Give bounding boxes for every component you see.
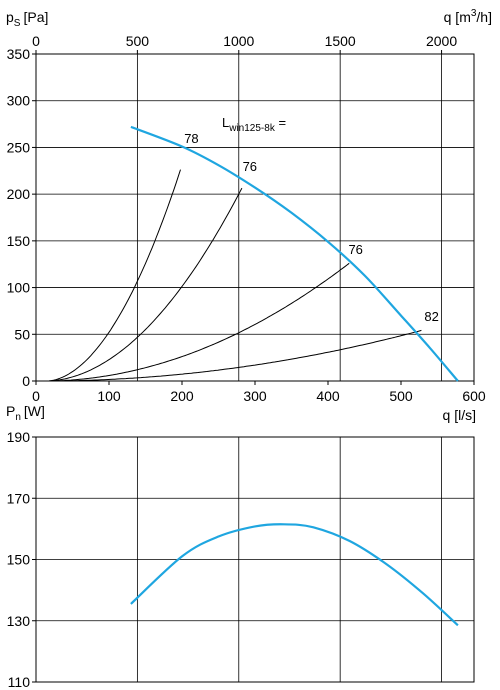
system-curve-1 <box>46 169 181 382</box>
power-grid <box>36 436 474 683</box>
y-tick-label: 150 <box>7 233 31 249</box>
top-tick-label: 1000 <box>223 33 254 49</box>
y-tick-label: 250 <box>7 139 31 155</box>
y-tick-label: 350 <box>7 46 31 62</box>
x-tick-label: 500 <box>389 388 413 404</box>
x-tick-label: 400 <box>316 388 340 404</box>
flow-axis-label: q [l/s] <box>443 407 476 423</box>
x-tick-label: 100 <box>97 388 121 404</box>
sound-level-label-1: 78 <box>184 131 198 146</box>
y-tick-label: 50 <box>14 326 30 342</box>
power-flow-panel: 110 130 150 170 190 Pn [W] <box>6 403 475 690</box>
power-tick-label: 190 <box>7 429 31 445</box>
x-tick-label: 300 <box>243 388 267 404</box>
system-curve-3 <box>47 262 350 382</box>
power-curve <box>130 523 459 627</box>
system-curve-2 <box>47 187 243 382</box>
flow-m3h-ticks: 0 500 1000 1500 2000 <box>32 33 457 54</box>
flow-x-ticks: 0 100 200 300 400 500 600 <box>32 381 486 404</box>
x-tick-label: 200 <box>170 388 194 404</box>
sound-level-legend: Lwin125-8k = <box>222 115 286 134</box>
sound-level-labels: 78 76 76 82 <box>184 131 439 324</box>
fan-pressure-curve <box>130 125 459 382</box>
x-tick-label: 600 <box>462 388 486 404</box>
x-tick-label: 0 <box>32 388 40 404</box>
power-tick-label: 170 <box>7 490 31 506</box>
power-y-ticks: 110 130 150 170 190 <box>7 429 36 690</box>
sound-level-label-2: 76 <box>243 159 257 174</box>
power-tick-label: 130 <box>7 613 31 629</box>
power-tick-label: 150 <box>7 552 31 568</box>
sound-level-label-4: 82 <box>424 309 438 324</box>
pressure-plot-frame <box>35 53 475 382</box>
y-tick-label: 0 <box>22 373 30 389</box>
pressure-axis-label: pS [Pa] <box>6 9 48 29</box>
system-curves <box>46 169 422 382</box>
top-tick-label: 0 <box>32 33 40 49</box>
power-tick-label: 110 <box>8 674 31 690</box>
top-tick-label: 500 <box>126 33 150 49</box>
pressure-grid <box>36 53 474 382</box>
pressure-flow-panel: 0 50 100 150 200 250 300 350 0 100 200 300 400 500 60… <box>6 8 492 423</box>
top-tick-label: 1500 <box>325 33 356 49</box>
top-tick-label: 2000 <box>426 33 457 49</box>
y-tick-label: 200 <box>7 186 31 202</box>
power-axis-label: Pn [W] <box>6 403 45 423</box>
sound-level-label-3: 76 <box>348 242 362 257</box>
y-tick-label: 100 <box>7 280 31 296</box>
top-flow-axis-label: q [m3/h] <box>444 8 492 25</box>
pressure-y-ticks: 0 50 100 150 200 250 300 350 <box>7 46 36 389</box>
system-curve-4 <box>47 329 422 382</box>
y-tick-label: 300 <box>7 93 31 109</box>
